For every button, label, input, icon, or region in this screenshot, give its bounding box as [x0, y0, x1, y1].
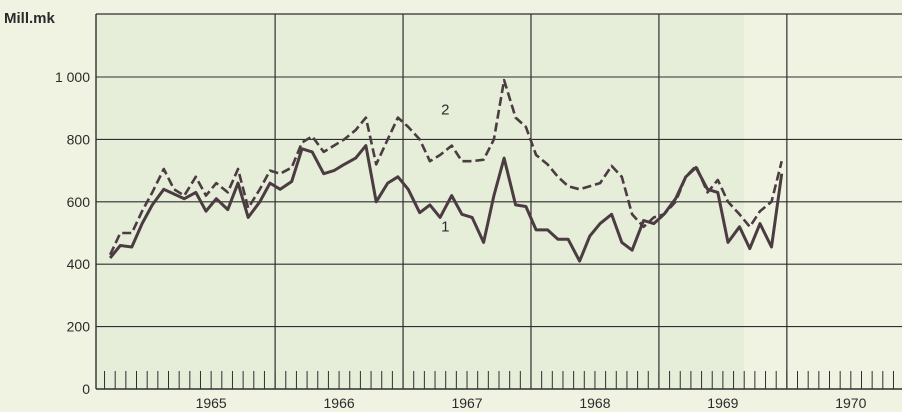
x-tick-label: 1967 — [451, 395, 482, 411]
x-tick-label: 1965 — [196, 395, 227, 411]
x-tick-label: 1970 — [835, 395, 866, 411]
grid — [95, 13, 902, 390]
y-tick-label: 0 — [82, 381, 90, 397]
y-tick-label: 400 — [67, 256, 91, 272]
y-tick-label: 600 — [67, 194, 91, 210]
y-tick-label: 1 000 — [55, 69, 90, 85]
x-tick-label: 1966 — [324, 395, 355, 411]
y-tick-label: 200 — [67, 319, 91, 335]
y-tick-label: 800 — [67, 131, 91, 147]
series-label-2: 2 — [441, 101, 449, 118]
series-lines — [108, 78, 784, 263]
labels: 0 200 400 600 800 1 000 1965 1966 1967 1968 1969 19… — [55, 69, 867, 411]
month-ticks — [104, 371, 894, 389]
series-label-1: 1 — [441, 218, 449, 235]
series-line-2 — [108, 78, 783, 256]
x-tick-label: 1968 — [579, 395, 610, 411]
y-unit-label: Mill.mk — [4, 10, 56, 27]
x-tick-label: 1969 — [707, 395, 738, 411]
